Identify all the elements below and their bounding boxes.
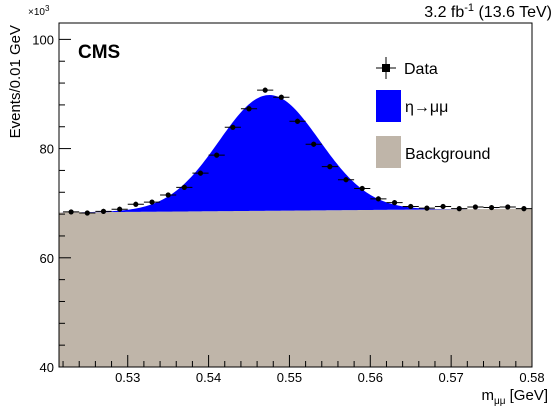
data-point xyxy=(515,206,532,212)
data-point xyxy=(451,206,468,212)
x-axis-label-sub: μμ xyxy=(494,396,506,407)
axis-ticks: 0.53 0.54 0.55 0.56 0.57 0.58 40 60 80 100 xyxy=(32,32,544,385)
x-tick-label: 0.57 xyxy=(438,370,463,385)
data-point xyxy=(176,184,193,190)
x-tick-label: 0.53 xyxy=(115,370,140,385)
energy-label: (13.6 TeV) xyxy=(474,4,552,21)
data-point xyxy=(111,206,128,212)
lumi-superscript: -1 xyxy=(464,2,474,14)
data-layer xyxy=(63,87,532,216)
data-point xyxy=(354,185,371,192)
y-tick-label: 80 xyxy=(40,142,54,157)
data-point xyxy=(370,196,387,202)
data-point xyxy=(127,201,144,207)
data-point xyxy=(467,204,484,210)
legend-signal-label: η→μμ xyxy=(405,99,448,116)
y-tick-label: 100 xyxy=(32,32,54,47)
signal-area xyxy=(59,95,532,213)
data-point xyxy=(192,170,209,176)
data-point xyxy=(483,204,500,211)
data-point xyxy=(224,124,241,130)
data-point xyxy=(386,200,403,206)
x-axis-label-main: m xyxy=(481,387,494,404)
data-point xyxy=(257,87,274,93)
x-tick-label: 0.56 xyxy=(358,370,383,385)
data-point xyxy=(337,177,355,183)
lumi-label: 3.2 fb-1 (13.6 TeV) xyxy=(424,2,552,21)
fill-layer xyxy=(59,95,532,367)
data-point xyxy=(499,204,516,210)
data-point xyxy=(305,141,322,147)
plot-frame xyxy=(58,22,533,368)
data-point xyxy=(208,152,225,158)
legend-data-label: Data xyxy=(404,61,438,78)
data-point xyxy=(160,192,177,198)
data-point xyxy=(79,210,96,216)
y-tick-label: 60 xyxy=(40,251,54,266)
y-multiplier-exp: 3 xyxy=(45,4,50,13)
legend: Data η→μμ Background xyxy=(376,57,490,168)
data-point xyxy=(402,203,419,210)
x-tick-label: 0.55 xyxy=(277,370,302,385)
data-point xyxy=(95,208,112,214)
legend-signal-swatch xyxy=(376,90,401,122)
data-point xyxy=(63,209,80,215)
x-axis-label: mμμ [GeV] xyxy=(481,387,548,407)
x-tick-label: 0.54 xyxy=(196,370,221,385)
x-axis-label-unit: [GeV] xyxy=(505,387,548,404)
background-area xyxy=(59,208,532,367)
data-point xyxy=(321,164,338,170)
legend-background-label: Background xyxy=(405,146,490,163)
y-multiplier-base: ×10 xyxy=(28,7,45,18)
experiment-label: CMS xyxy=(78,42,120,63)
data-point xyxy=(418,205,435,211)
legend-background-swatch xyxy=(376,136,401,168)
legend-data-marker xyxy=(376,57,396,79)
data-point xyxy=(289,118,306,124)
y-tick-label: 40 xyxy=(40,360,54,375)
data-point xyxy=(434,203,452,210)
lumi-value: 3.2 fb xyxy=(424,4,464,21)
x-tick-label: 0.58 xyxy=(519,370,544,385)
y-axis-label: Events/0.01 GeV xyxy=(7,25,24,138)
data-point xyxy=(273,94,290,100)
data-point xyxy=(143,199,161,205)
y-multiplier: ×103 xyxy=(28,4,50,18)
data-point xyxy=(240,106,258,112)
